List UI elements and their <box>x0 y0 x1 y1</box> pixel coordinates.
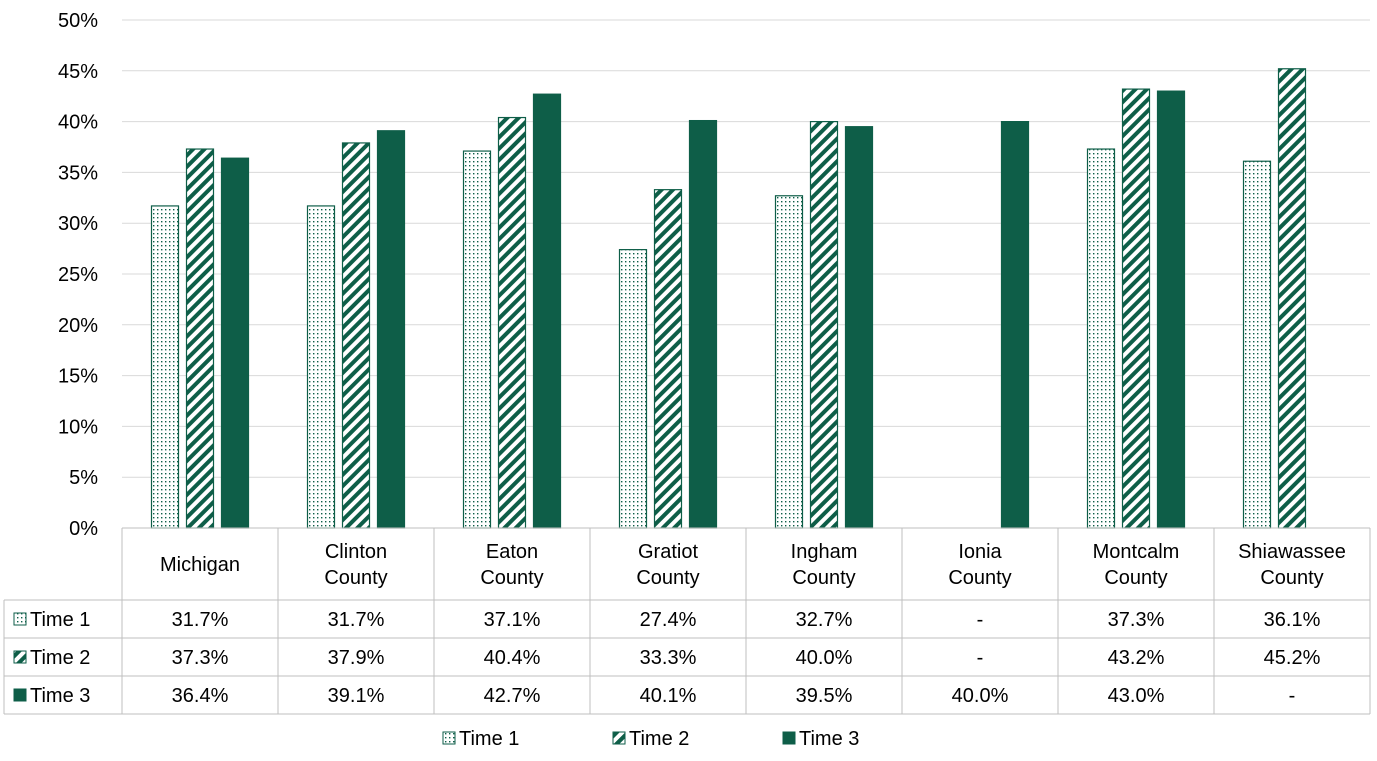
bar-time-1 <box>1242 160 1272 529</box>
category-label: Shiawassee <box>1238 541 1346 563</box>
data-table: Michigan Clinton County Eaton County Gratiot C… <box>3 527 1371 715</box>
bar-time-2 <box>185 148 215 529</box>
bar-time-2 <box>1277 68 1307 529</box>
table-cell-value: 39.5% <box>796 685 853 707</box>
category-label: County <box>792 567 855 589</box>
table-cell-value: 37.9% <box>328 647 385 669</box>
bar-time-1 <box>618 249 648 529</box>
y-tick-label: 0% <box>69 518 98 540</box>
table-cell-value: 40.0% <box>952 685 1009 707</box>
table-cell-value: 37.1% <box>484 609 541 631</box>
bar-time-3 <box>376 130 406 529</box>
legend-label: Time 3 <box>799 728 859 750</box>
y-axis: 0% 5% 10% 15% 20% 25% 30% 35% 40% 45% 50% <box>58 10 98 540</box>
bar-time-1 <box>306 205 336 529</box>
bar-time-3 <box>532 93 562 529</box>
bar-time-1 <box>1086 148 1116 529</box>
y-tick-label: 40% <box>58 112 98 134</box>
table-cell-value: 27.4% <box>640 609 697 631</box>
bar-time-3 <box>1000 120 1030 529</box>
category-label: Eaton <box>486 541 538 563</box>
bar-time-2 <box>341 142 371 529</box>
bar-time-1 <box>462 150 492 529</box>
table-cell-value: 36.4% <box>172 685 229 707</box>
bar-time-3 <box>1156 90 1186 529</box>
y-tick-label: 15% <box>58 366 98 388</box>
table-legend-key <box>13 688 27 702</box>
y-tick-label: 25% <box>58 264 98 286</box>
bar-time-2 <box>809 120 839 529</box>
bar-time-3 <box>844 126 874 529</box>
table-cell-value: 39.1% <box>328 685 385 707</box>
category-label: Clinton <box>325 541 387 563</box>
table-legend-key <box>13 650 27 664</box>
table-cell-value: 31.7% <box>328 609 385 631</box>
category-label: Gratiot <box>638 541 698 563</box>
table-cell-value: 33.3% <box>640 647 697 669</box>
table-legend-key <box>13 612 27 626</box>
table-cell-value: - <box>977 647 984 669</box>
bar-time-1 <box>774 195 804 529</box>
table-cell-value: 40.0% <box>796 647 853 669</box>
table-cell-value: 40.1% <box>640 685 697 707</box>
table-cell-value: 40.4% <box>484 647 541 669</box>
category-label: Ingham <box>791 541 858 563</box>
bar-time-2 <box>497 116 527 529</box>
table-cell-value: 32.7% <box>796 609 853 631</box>
category-label: County <box>948 567 1011 589</box>
category-label: Ionia <box>958 541 1002 563</box>
y-tick-label: 5% <box>69 467 98 489</box>
table-cell-value: 45.2% <box>1264 647 1321 669</box>
category-label: County <box>1104 567 1167 589</box>
category-label: County <box>636 567 699 589</box>
y-tick-label: 20% <box>58 315 98 337</box>
table-series-label: Time 3 <box>30 685 90 707</box>
table-cell-value: - <box>977 609 984 631</box>
y-tick-label: 50% <box>58 10 98 32</box>
bars <box>150 68 1307 529</box>
table-series-label: Time 1 <box>30 609 90 631</box>
bar-time-2 <box>653 189 683 529</box>
y-tick-label: 10% <box>58 416 98 438</box>
legend-key <box>782 731 796 745</box>
bar-time-1 <box>150 205 180 529</box>
table-cell-value: - <box>1289 685 1296 707</box>
legend-key <box>612 731 626 745</box>
table-cell-value: 31.7% <box>172 609 229 631</box>
bar-time-3 <box>688 119 718 529</box>
legend-label: Time 1 <box>459 728 519 750</box>
bar-time-3 <box>220 157 250 529</box>
table-cell-value: 42.7% <box>484 685 541 707</box>
category-label: County <box>1260 567 1323 589</box>
category-label: Montcalm <box>1093 541 1180 563</box>
legend-label: Time 2 <box>629 728 689 750</box>
table-cell-value: 37.3% <box>1108 609 1165 631</box>
y-tick-label: 30% <box>58 213 98 235</box>
y-tick-label: 35% <box>58 162 98 184</box>
table-cell-value: 37.3% <box>172 647 229 669</box>
table-cell-value: 43.2% <box>1108 647 1165 669</box>
category-label: County <box>324 567 387 589</box>
legend-key <box>442 731 456 745</box>
table-cell-value: 36.1% <box>1264 609 1321 631</box>
bar-time-2 <box>1121 88 1151 529</box>
category-label: Michigan <box>160 554 240 576</box>
table-series-label: Time 2 <box>30 647 90 669</box>
legend: Time 1 Time 2 Time 3 <box>442 728 859 750</box>
table-cell-value: 43.0% <box>1108 685 1165 707</box>
category-label: County <box>480 567 543 589</box>
y-tick-label: 45% <box>58 61 98 83</box>
